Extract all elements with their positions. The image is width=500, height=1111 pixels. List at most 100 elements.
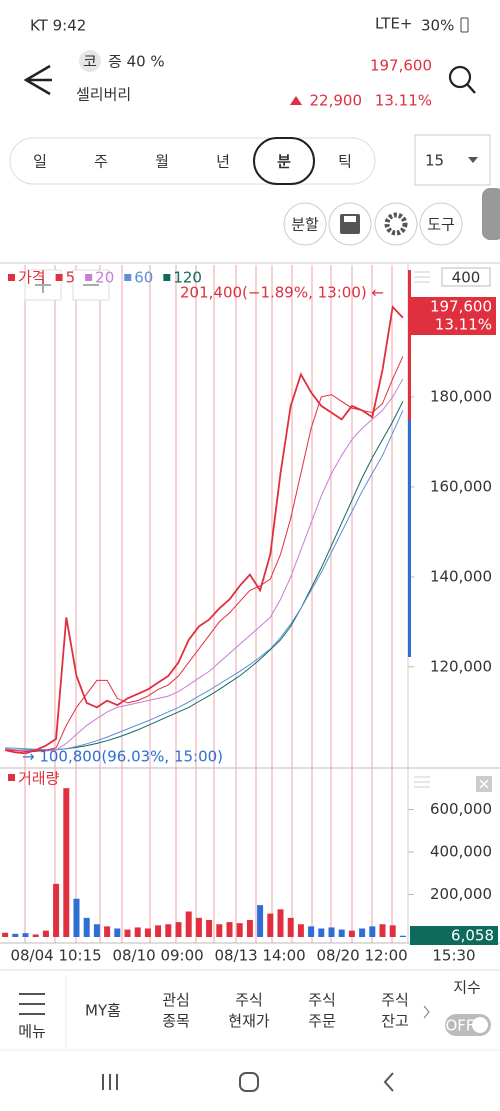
back-nav[interactable] [383, 1072, 394, 1092]
stock-name: 셀리버리 [76, 86, 131, 104]
split-button[interactable] [283, 202, 327, 246]
day-separators [24, 265, 393, 943]
volume-bar [22, 933, 29, 937]
panel-handle [414, 776, 430, 788]
nav-item[interactable]: 주식 [381, 991, 409, 1009]
price-tag-rate: 13.11% [435, 316, 492, 334]
nav-item[interactable]: 관심 [162, 991, 190, 1009]
close-icon [479, 779, 489, 789]
period-tab[interactable]: 월 [155, 153, 169, 171]
volume-tick-label: 200,000 [430, 885, 492, 903]
volume-bar [155, 925, 162, 937]
toggle-knob [472, 1017, 488, 1033]
period-tab[interactable]: 틱 [338, 153, 352, 171]
volume-bar [216, 924, 223, 937]
volume-bar [277, 909, 284, 937]
period-tab[interactable]: 일 [33, 153, 47, 171]
save-icon-slot [344, 216, 356, 222]
legend-label: 60 [134, 269, 153, 287]
period-tab[interactable]: 주 [94, 153, 108, 171]
margin-rate: 증 40 % [108, 53, 165, 71]
legend-label: 가격 [18, 269, 46, 287]
period-tab[interactable]: 분 [277, 153, 291, 171]
low-annotation: → 100,800(96.03%, 15:00) [22, 748, 223, 766]
nav-item[interactable]: 주식 [235, 991, 263, 1009]
volume-bar [144, 928, 151, 937]
volume-tick-label: 400,000 [430, 842, 492, 860]
tools-button[interactable] [419, 202, 463, 246]
nav-item[interactable]: 주식 [308, 991, 336, 1009]
gear-icon [384, 212, 408, 236]
nav-item[interactable]: MY홈 [85, 1002, 121, 1020]
volume-bar [359, 928, 366, 937]
volume-bar [2, 932, 9, 937]
legend-label: 5 [66, 269, 76, 287]
scale-value: 400 [452, 269, 481, 287]
plus-icon [35, 277, 51, 293]
back-button[interactable] [23, 64, 52, 96]
plot [2, 304, 414, 937]
volume-bar [165, 924, 172, 937]
battery-icon [460, 17, 469, 33]
volume-bar [175, 922, 182, 937]
x-tick-label: 08/13 14:00 [214, 947, 305, 965]
price-tag [410, 297, 496, 335]
period-tab[interactable]: 년 [216, 153, 230, 171]
legend-label: 120 [173, 269, 202, 287]
interval: 15 [425, 152, 444, 170]
period-tabs [9, 137, 376, 185]
volume-bar [104, 926, 111, 937]
volume-bar [379, 924, 386, 937]
y-tick-label: 140,000 [430, 567, 492, 585]
volume-bar [42, 930, 49, 937]
volume-bar [32, 934, 39, 937]
scale-box[interactable] [441, 267, 491, 287]
change: 22,900 [310, 92, 363, 110]
menu-icon[interactable] [19, 993, 45, 1015]
search-handle [466, 83, 476, 94]
dropdown-icon [468, 157, 478, 163]
toggle-label: OFF [445, 1017, 474, 1035]
volume-bar [328, 927, 335, 937]
volume-bar [185, 911, 192, 937]
recent-apps[interactable] [102, 1074, 118, 1090]
legend-swatch [55, 274, 63, 281]
volume-bar [114, 928, 121, 937]
legend-swatch [85, 274, 93, 281]
search-button[interactable] [448, 65, 472, 89]
interval-select[interactable] [414, 134, 491, 186]
volume-tick-label: 600,000 [430, 800, 492, 818]
market-badge: 코 [83, 53, 97, 71]
price-tag-price: 197,600 [430, 298, 492, 316]
volume-tag-value: 6,058 [451, 927, 494, 945]
high-annotation: 201,400(−1.89%, 13:00) ← [180, 284, 384, 302]
legend-label: 20 [95, 269, 114, 287]
price: 197,600 [370, 57, 432, 75]
change-rate: 13.11% [375, 92, 432, 110]
home-button[interactable] [239, 1072, 259, 1092]
side-handle[interactable] [482, 188, 500, 240]
battery: 30% [421, 17, 454, 35]
price-line [4, 304, 404, 755]
legend-swatch [163, 274, 171, 281]
legend-swatch [124, 274, 132, 281]
nav-item[interactable]: 종목 [162, 1012, 190, 1030]
market-badge-bg [79, 50, 101, 72]
nav-more[interactable] [423, 1005, 430, 1019]
volume-bar [134, 927, 141, 937]
nav-item[interactable]: 주문 [308, 1012, 336, 1030]
nav-item[interactable]: 현재가 [228, 1012, 270, 1030]
volume-bar [308, 926, 315, 937]
range-bar-down [408, 420, 411, 657]
tools-label: 도구 [427, 216, 455, 234]
volume-bar [53, 883, 60, 937]
nav-item[interactable]: 잔고 [381, 1012, 409, 1030]
settings-button[interactable] [374, 202, 418, 246]
volume-bar [287, 917, 294, 937]
volume-bar [257, 905, 264, 937]
x-tick-label: 08/04 10:15 [10, 947, 101, 965]
